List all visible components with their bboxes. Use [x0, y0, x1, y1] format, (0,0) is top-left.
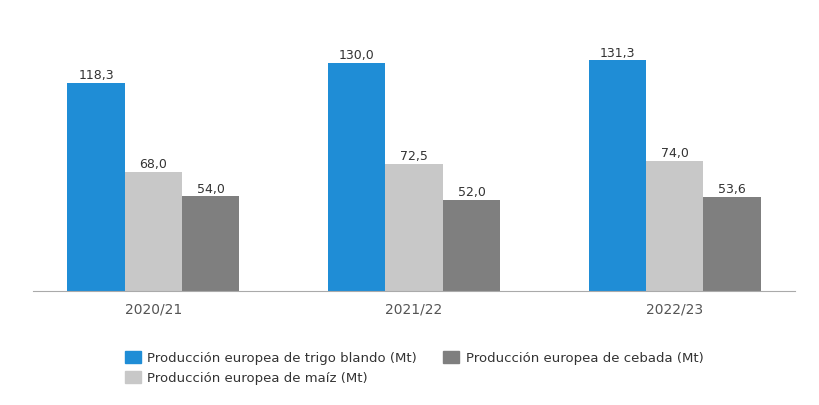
Text: 72,5: 72,5 [400, 149, 428, 162]
Text: 68,0: 68,0 [139, 158, 167, 171]
Bar [328, 64, 385, 292]
Legend: Producción europea de trigo blando (Mt), Producción europea de maíz (Mt), Produc: Producción europea de trigo blando (Mt),… [120, 345, 708, 390]
Bar [442, 200, 500, 292]
Text: 53,6: 53,6 [717, 183, 745, 196]
Text: 131,3: 131,3 [599, 47, 635, 60]
Bar [182, 197, 239, 292]
Text: 74,0: 74,0 [660, 147, 688, 160]
Bar [67, 84, 124, 292]
Text: 52,0: 52,0 [457, 185, 485, 198]
Bar [124, 172, 182, 292]
Bar [385, 164, 442, 292]
Bar [588, 61, 645, 292]
Text: 54,0: 54,0 [197, 182, 224, 195]
Text: 118,3: 118,3 [79, 69, 114, 82]
Text: 130,0: 130,0 [338, 49, 374, 62]
Bar [645, 162, 703, 292]
Bar [703, 198, 760, 292]
